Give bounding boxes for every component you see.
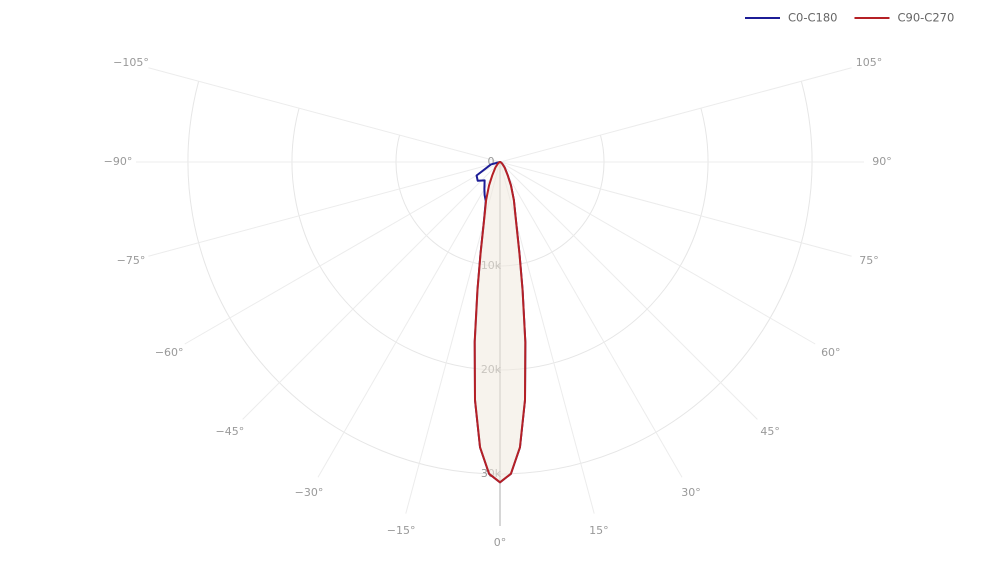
angle-label: −30° [295, 486, 324, 499]
angle-label: −45° [216, 425, 245, 438]
angle-label: 105° [856, 56, 883, 69]
angle-label: 0° [494, 536, 507, 549]
legend-label: C90-C270 [897, 11, 954, 25]
angle-label: 60° [821, 346, 841, 359]
legend-label: C0-C180 [788, 11, 837, 25]
angle-label: 45° [760, 425, 780, 438]
angle-label: 90° [872, 155, 892, 168]
grid-spoke [184, 161, 501, 345]
grid-spoke [148, 161, 501, 257]
series-line [473, 161, 527, 484]
angle-label: 15° [589, 524, 609, 537]
grid-spoke [242, 161, 501, 420]
angle-label: −60° [155, 346, 184, 359]
radial-tick-label: 0 [488, 155, 495, 168]
grid-spoke [499, 161, 852, 257]
grid-spoke [317, 161, 501, 478]
angle-label: −105° [113, 56, 149, 69]
angle-label: −15° [387, 524, 416, 537]
grid-spoke [148, 67, 501, 163]
angle-label: 30° [681, 486, 701, 499]
grid-spoke [499, 161, 816, 345]
angle-label: −90° [104, 155, 133, 168]
grid-spoke [499, 161, 758, 420]
grid-spoke [499, 67, 852, 163]
grid-spoke [499, 161, 683, 478]
angle-label: −75° [117, 254, 146, 267]
angle-label: 75° [859, 254, 879, 267]
